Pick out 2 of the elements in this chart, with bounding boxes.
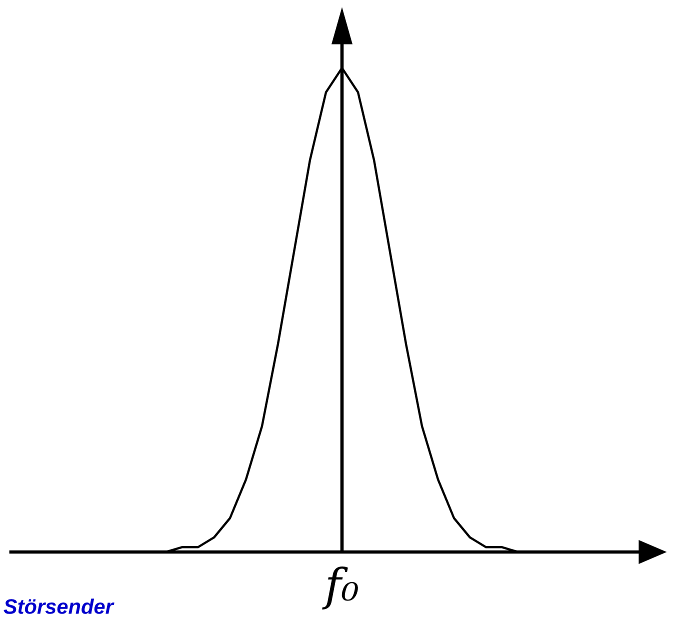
text: Störsender [4, 598, 114, 614]
text: f₀ [322, 566, 358, 610]
